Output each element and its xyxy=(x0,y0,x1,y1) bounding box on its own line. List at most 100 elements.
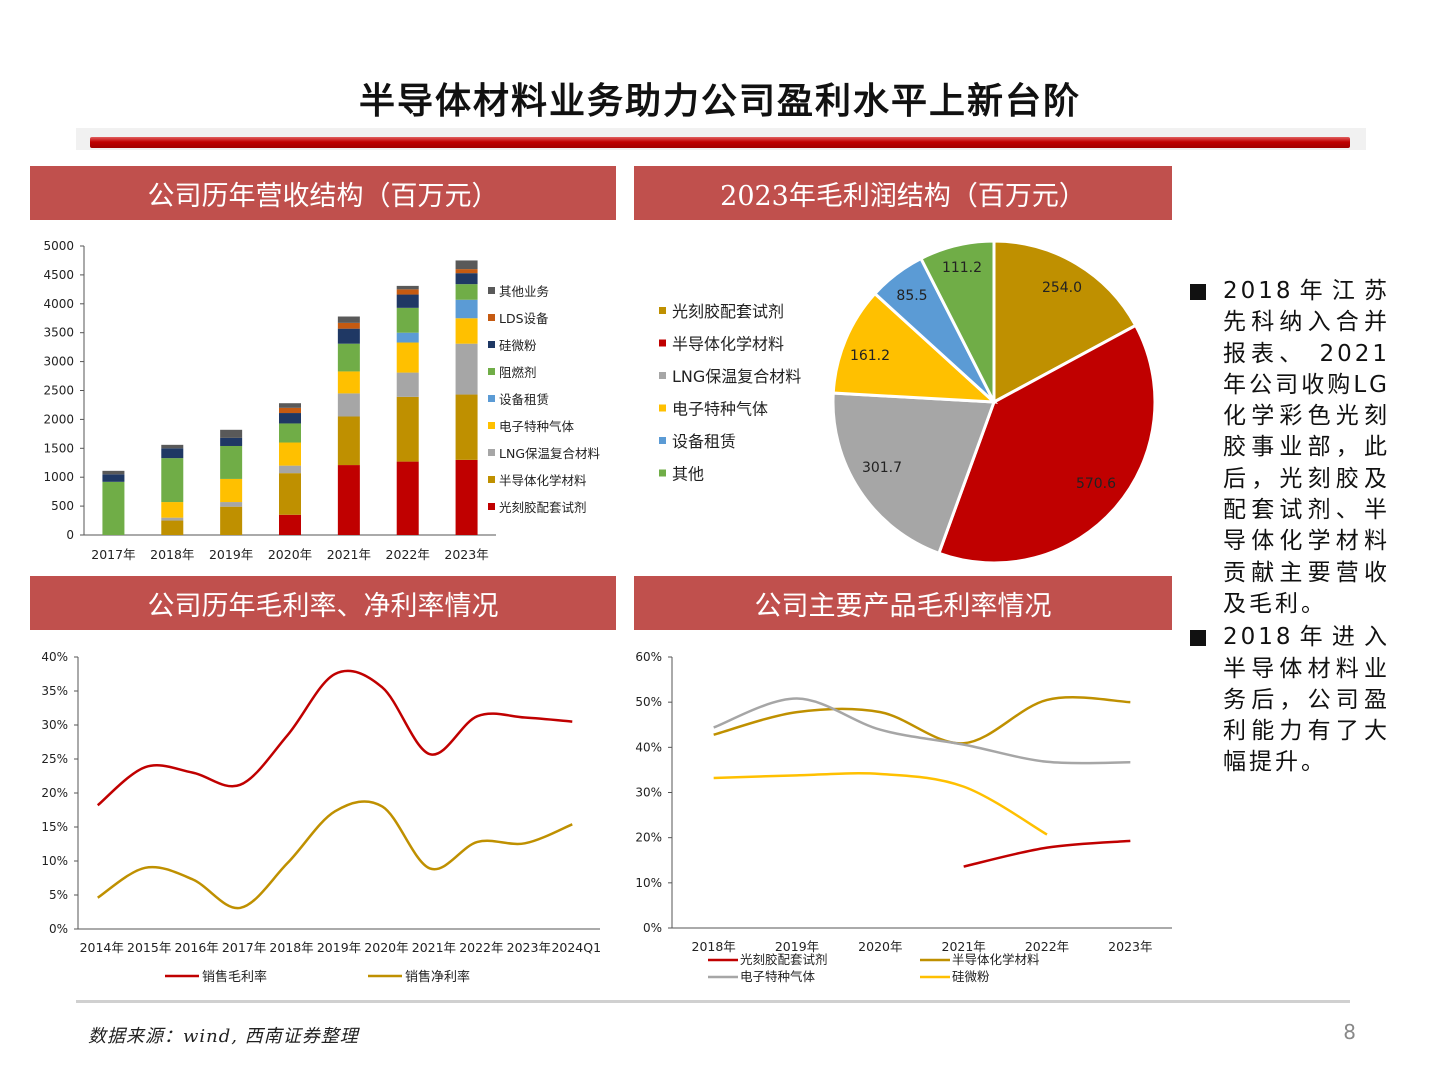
legend-label: LNG保温复合材料 xyxy=(499,446,601,461)
bar-segment xyxy=(455,269,478,274)
bar-segment xyxy=(455,273,478,285)
legend-swatch xyxy=(659,339,666,347)
bar-segment xyxy=(220,502,243,507)
pie-value-label: 570.6 xyxy=(1076,476,1116,492)
pie-value-label: 254.0 xyxy=(1042,280,1082,296)
legend-swatch xyxy=(488,503,495,510)
bar-segment xyxy=(337,316,360,323)
bar-segment xyxy=(396,294,419,308)
y-tick-label: 30% xyxy=(41,718,68,732)
x-tick-label: 2022年 xyxy=(459,940,503,955)
bar-segment xyxy=(161,502,184,518)
x-tick-label: 2014年 xyxy=(80,940,124,955)
y-tick-label: 40% xyxy=(41,650,68,664)
legend-swatch xyxy=(488,395,495,402)
x-tick-label: 2023年 xyxy=(1108,939,1152,954)
product-chart-header: 公司主要产品毛利率情况 xyxy=(634,576,1172,630)
legend-label: 销售毛利率 xyxy=(202,969,267,985)
pie-slice xyxy=(936,323,1157,565)
pie-value-label: 301.7 xyxy=(862,460,902,476)
series-line xyxy=(96,669,573,807)
x-tick-label: 2022年 xyxy=(386,547,430,562)
legend-label: 销售净利率 xyxy=(405,969,470,985)
pie-value-label: 85.5 xyxy=(896,288,927,304)
pie-slice xyxy=(831,291,999,404)
bar-segment xyxy=(337,343,360,372)
x-tick-label: 2022年 xyxy=(1025,939,1069,954)
legend-swatch xyxy=(488,287,495,294)
legend-label: 电子特种气体 xyxy=(740,969,816,984)
bar-segment xyxy=(161,448,184,459)
bar-segment xyxy=(455,260,478,270)
bullet-item: 2018年进入半导体材料业务后，公司盈利能力有了大幅提升。 xyxy=(1190,622,1390,778)
bar-segment xyxy=(337,465,360,535)
legend-label: 设备租赁 xyxy=(499,392,549,407)
series-line xyxy=(713,696,1131,745)
square-bullet-icon xyxy=(1190,284,1206,300)
legend-swatch xyxy=(659,437,666,444)
y-tick-label: 4000 xyxy=(43,297,74,311)
product-margin-line-chart: 0% 10% 20% 30% 40% 50% 60% 2018年 2019年 2020年 2021年… xyxy=(635,650,1172,984)
y-tick-label: 30% xyxy=(635,786,662,800)
y-tick-label: 40% xyxy=(635,740,662,754)
x-tick-label: 2020年 xyxy=(858,939,902,954)
legend-label: 硅微粉 xyxy=(499,338,537,353)
bullet-text: 2018年江苏先科纳入合并报表、 2021年公司收购LG化学彩色光刻胶事业部，此… xyxy=(1223,278,1390,617)
bar-segment xyxy=(455,318,478,344)
bar-segment xyxy=(220,506,243,535)
bar-segment xyxy=(220,437,243,446)
y-tick-label: 0% xyxy=(643,921,662,935)
y-tick-label: 0 xyxy=(66,528,74,542)
legend-label: 半导体化学材料 xyxy=(499,473,587,488)
margin-chart: 0% 5% 10% 15% 20% 25% 30% 35% 40% 2014年 2015年 2016年… xyxy=(30,640,616,990)
bar-segment xyxy=(337,371,360,394)
bar-segment xyxy=(279,442,301,466)
legend-label: 光刻胶配套试剂 xyxy=(672,302,784,321)
bar-segment xyxy=(455,284,478,300)
series-line xyxy=(97,800,573,910)
y-tick-label: 4500 xyxy=(43,268,74,282)
bar-segment xyxy=(279,413,301,424)
bar-segment xyxy=(396,289,419,295)
legend-label: 设备租赁 xyxy=(672,432,736,451)
bar-segment xyxy=(337,328,360,344)
series-line xyxy=(713,772,1048,836)
pie-chart-header: 2023年毛利润结构（百万元） xyxy=(634,166,1172,220)
title-underline-bar xyxy=(90,137,1350,148)
x-tick-label: 2019年 xyxy=(317,940,361,955)
legend-label: 半导体化学材料 xyxy=(672,335,784,354)
bar-segment xyxy=(279,407,301,414)
bar-segment xyxy=(161,517,184,521)
legend-swatch xyxy=(488,449,495,456)
bar-segment xyxy=(102,470,125,475)
commentary: 2018年江苏先科纳入合并报表、 2021年公司收购LG化学彩色光刻胶事业部，此… xyxy=(1190,276,1390,781)
legend-label: 光刻胶配套试剂 xyxy=(499,500,587,515)
x-tick-label: 2020年 xyxy=(364,940,408,955)
x-tick-label: 2020年 xyxy=(268,547,312,562)
square-bullet-icon xyxy=(1190,630,1206,647)
bar-segment xyxy=(337,393,360,417)
bar-segment xyxy=(279,465,301,474)
bar-segment xyxy=(455,343,478,395)
x-tick-label: 2018年 xyxy=(269,940,313,955)
legend-swatch xyxy=(659,307,666,314)
bar-segment xyxy=(396,372,419,397)
y-tick-label: 60% xyxy=(635,650,662,664)
x-tick-label: 2017年 xyxy=(222,940,266,955)
slide-title: 半导体材料业务助力公司盈利水平上新台阶 xyxy=(358,80,1081,122)
x-tick-label: 2019年 xyxy=(775,939,819,954)
bar-segment xyxy=(396,307,419,333)
x-tick-label: 2016年 xyxy=(174,940,218,955)
y-tick-label: 50% xyxy=(635,695,662,709)
y-tick-label: 5000 xyxy=(43,239,74,253)
legend-swatch xyxy=(659,469,666,477)
revenue-chart-header: 公司历年营收结构（百万元） xyxy=(30,166,616,220)
series-line xyxy=(713,697,1131,765)
legend-swatch xyxy=(488,314,495,321)
y-tick-label: 35% xyxy=(41,684,68,698)
y-tick-label: 3500 xyxy=(43,326,74,340)
bar-segment xyxy=(220,445,243,479)
legend-label: LNG保温复合材料 xyxy=(672,367,801,386)
legend-label: 其他业务 xyxy=(499,284,549,299)
legend-label: 光刻胶配套试剂 xyxy=(740,952,828,967)
